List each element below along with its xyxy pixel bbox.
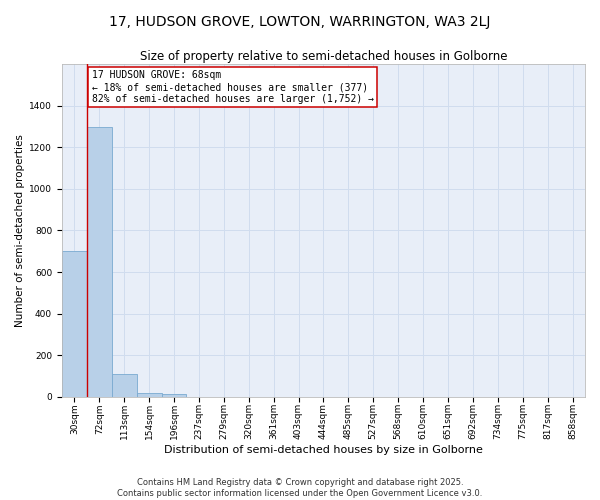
- Bar: [112, 374, 137, 397]
- Text: 17 HUDSON GROVE: 68sqm
← 18% of semi-detached houses are smaller (377)
82% of se: 17 HUDSON GROVE: 68sqm ← 18% of semi-det…: [92, 70, 374, 104]
- Text: Contains HM Land Registry data © Crown copyright and database right 2025.
Contai: Contains HM Land Registry data © Crown c…: [118, 478, 482, 498]
- Bar: [161, 394, 187, 397]
- Y-axis label: Number of semi-detached properties: Number of semi-detached properties: [15, 134, 25, 327]
- Text: 17, HUDSON GROVE, LOWTON, WARRINGTON, WA3 2LJ: 17, HUDSON GROVE, LOWTON, WARRINGTON, WA…: [109, 15, 491, 29]
- Bar: [87, 126, 112, 397]
- X-axis label: Distribution of semi-detached houses by size in Golborne: Distribution of semi-detached houses by …: [164, 445, 483, 455]
- Bar: [62, 252, 87, 397]
- Title: Size of property relative to semi-detached houses in Golborne: Size of property relative to semi-detach…: [140, 50, 507, 63]
- Bar: [137, 392, 161, 397]
